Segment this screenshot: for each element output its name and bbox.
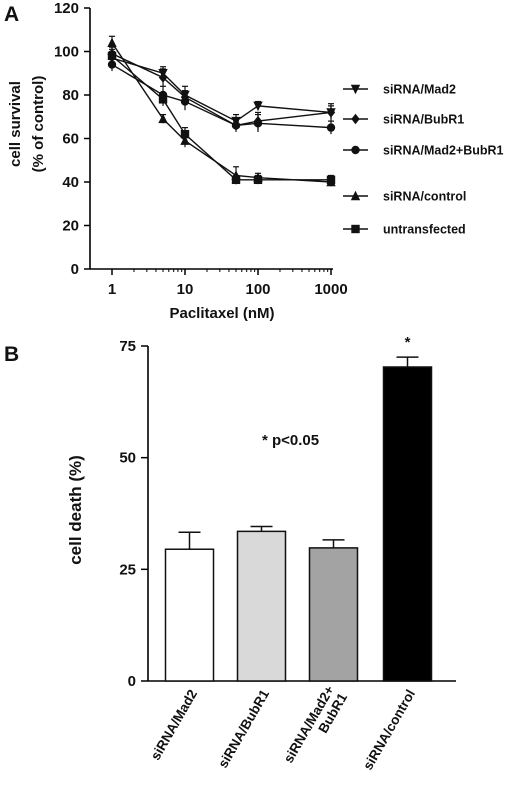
panel-a-series-line <box>111 42 332 183</box>
panel-a-y-axis-title-line1: cell survival <box>7 81 24 167</box>
panel-a-x-tick-label: 10 <box>177 281 194 298</box>
panel-b-bar <box>308 547 359 682</box>
panel-a-y-tick-label: 40 <box>62 174 79 191</box>
panel-a-series-3 <box>107 35 336 187</box>
panel-a-series-line <box>111 57 332 122</box>
panel-a-data-point <box>180 129 190 139</box>
panel-a-series-line <box>111 53 332 127</box>
panel-a-data-point <box>231 121 241 130</box>
panel-b-y-tick-label: 50 <box>119 450 136 467</box>
panel-b-bar <box>236 530 287 682</box>
panel-a-series-4 <box>107 48 336 185</box>
panel-b-category-line: siRNA/control <box>360 687 418 772</box>
panel-a-series-line <box>111 55 331 181</box>
panel-b-bar-group <box>308 539 359 682</box>
panel-b-bar-chart: 0 25 50 75 cell death (%) * siRNA/Mad2 siRNA… <box>66 334 456 773</box>
panel-a-data-point <box>326 107 336 118</box>
panel-a-data-point <box>180 97 190 106</box>
panel-b-bar-group: * <box>382 334 433 682</box>
panel-a-y-axis-title-line2: (% of control) <box>30 76 47 173</box>
panel-a-legend-marker <box>351 224 360 234</box>
panel-a-y-tick-label: 80 <box>62 87 79 104</box>
panel-b-significance-marker: * <box>405 334 411 351</box>
panel-b-bar-group <box>236 525 287 682</box>
panel-a-legend-marker <box>351 145 360 155</box>
panel-a-y-tick-label: 0 <box>71 261 79 278</box>
panel-a-x-tick-label: 1 <box>108 281 116 298</box>
panel-b-bar-group <box>164 531 215 682</box>
panel-b-category-label: siRNA/control <box>360 687 418 772</box>
panel-a-data-point <box>326 175 336 185</box>
panel-a-data-point <box>158 72 168 83</box>
panel-a-data-point <box>158 113 168 124</box>
panel-b-y-tick-label: 25 <box>119 561 136 578</box>
panel-a-series-line <box>111 63 332 129</box>
panel-a-data-point <box>253 101 263 112</box>
panel-b-bar <box>164 548 215 682</box>
panel-a-y-tick-label: 100 <box>54 44 79 61</box>
panel-a-legend-label: siRNA/BubR1 <box>383 113 464 127</box>
panel-a-legend-label: untransfected <box>383 223 466 237</box>
panel-a-data-point <box>253 119 263 128</box>
panel-b-letter: B <box>4 343 19 366</box>
panel-a-data-point <box>107 37 117 47</box>
panel-b-y-tick-label: 75 <box>119 338 136 355</box>
panel-a-y-tick-label: 20 <box>62 218 79 235</box>
panel-a-legend-label: siRNA/Mad2 <box>383 83 456 97</box>
panel-a-legend-label: siRNA/control <box>383 190 466 204</box>
panel-a-legend-marker <box>350 84 361 95</box>
panel-b-category-line: siRNA/BubR1 <box>215 687 272 771</box>
panel-a-y-tick-label: 60 <box>62 131 79 148</box>
panel-a-data-point <box>107 51 117 61</box>
panel-a-data-point <box>231 175 241 185</box>
panel-b-category-label: siRNA/BubR1 <box>215 687 272 771</box>
panel-a-legend-marker <box>351 113 360 125</box>
panel-b-y-axis-title: cell death (%) <box>66 455 85 565</box>
panel-a-data-point <box>158 95 168 104</box>
panel-b-category-label: siRNA/Mad2 <box>148 687 200 763</box>
panel-a-data-point <box>326 123 336 132</box>
panel-a-data-point <box>253 175 263 185</box>
panel-b-category-label: siRNA/Mad2+BubR1 <box>281 683 351 773</box>
panel-b-significance-note: * p<0.05 <box>262 432 319 449</box>
panel-b-y-tick-label: 0 <box>128 673 136 690</box>
panel-a-x-axis-title: Paclitaxel (nM) <box>169 305 274 322</box>
panel-a-y-tick-label: 120 <box>54 0 79 17</box>
panel-a-data-point <box>107 60 117 69</box>
panel-a-letter: A <box>4 3 19 26</box>
panel-b-category-line: siRNA/Mad2 <box>148 687 200 763</box>
panel-b-bar <box>382 366 433 682</box>
panel-a-legend-marker <box>350 190 361 201</box>
panel-a-x-tick-label: 100 <box>245 281 270 298</box>
panel-a-legend-label: siRNA/Mad2+BubR1 <box>383 144 504 158</box>
panel-a-series-2 <box>107 57 336 135</box>
panel-a-x-tick-label: 1000 <box>314 281 347 298</box>
